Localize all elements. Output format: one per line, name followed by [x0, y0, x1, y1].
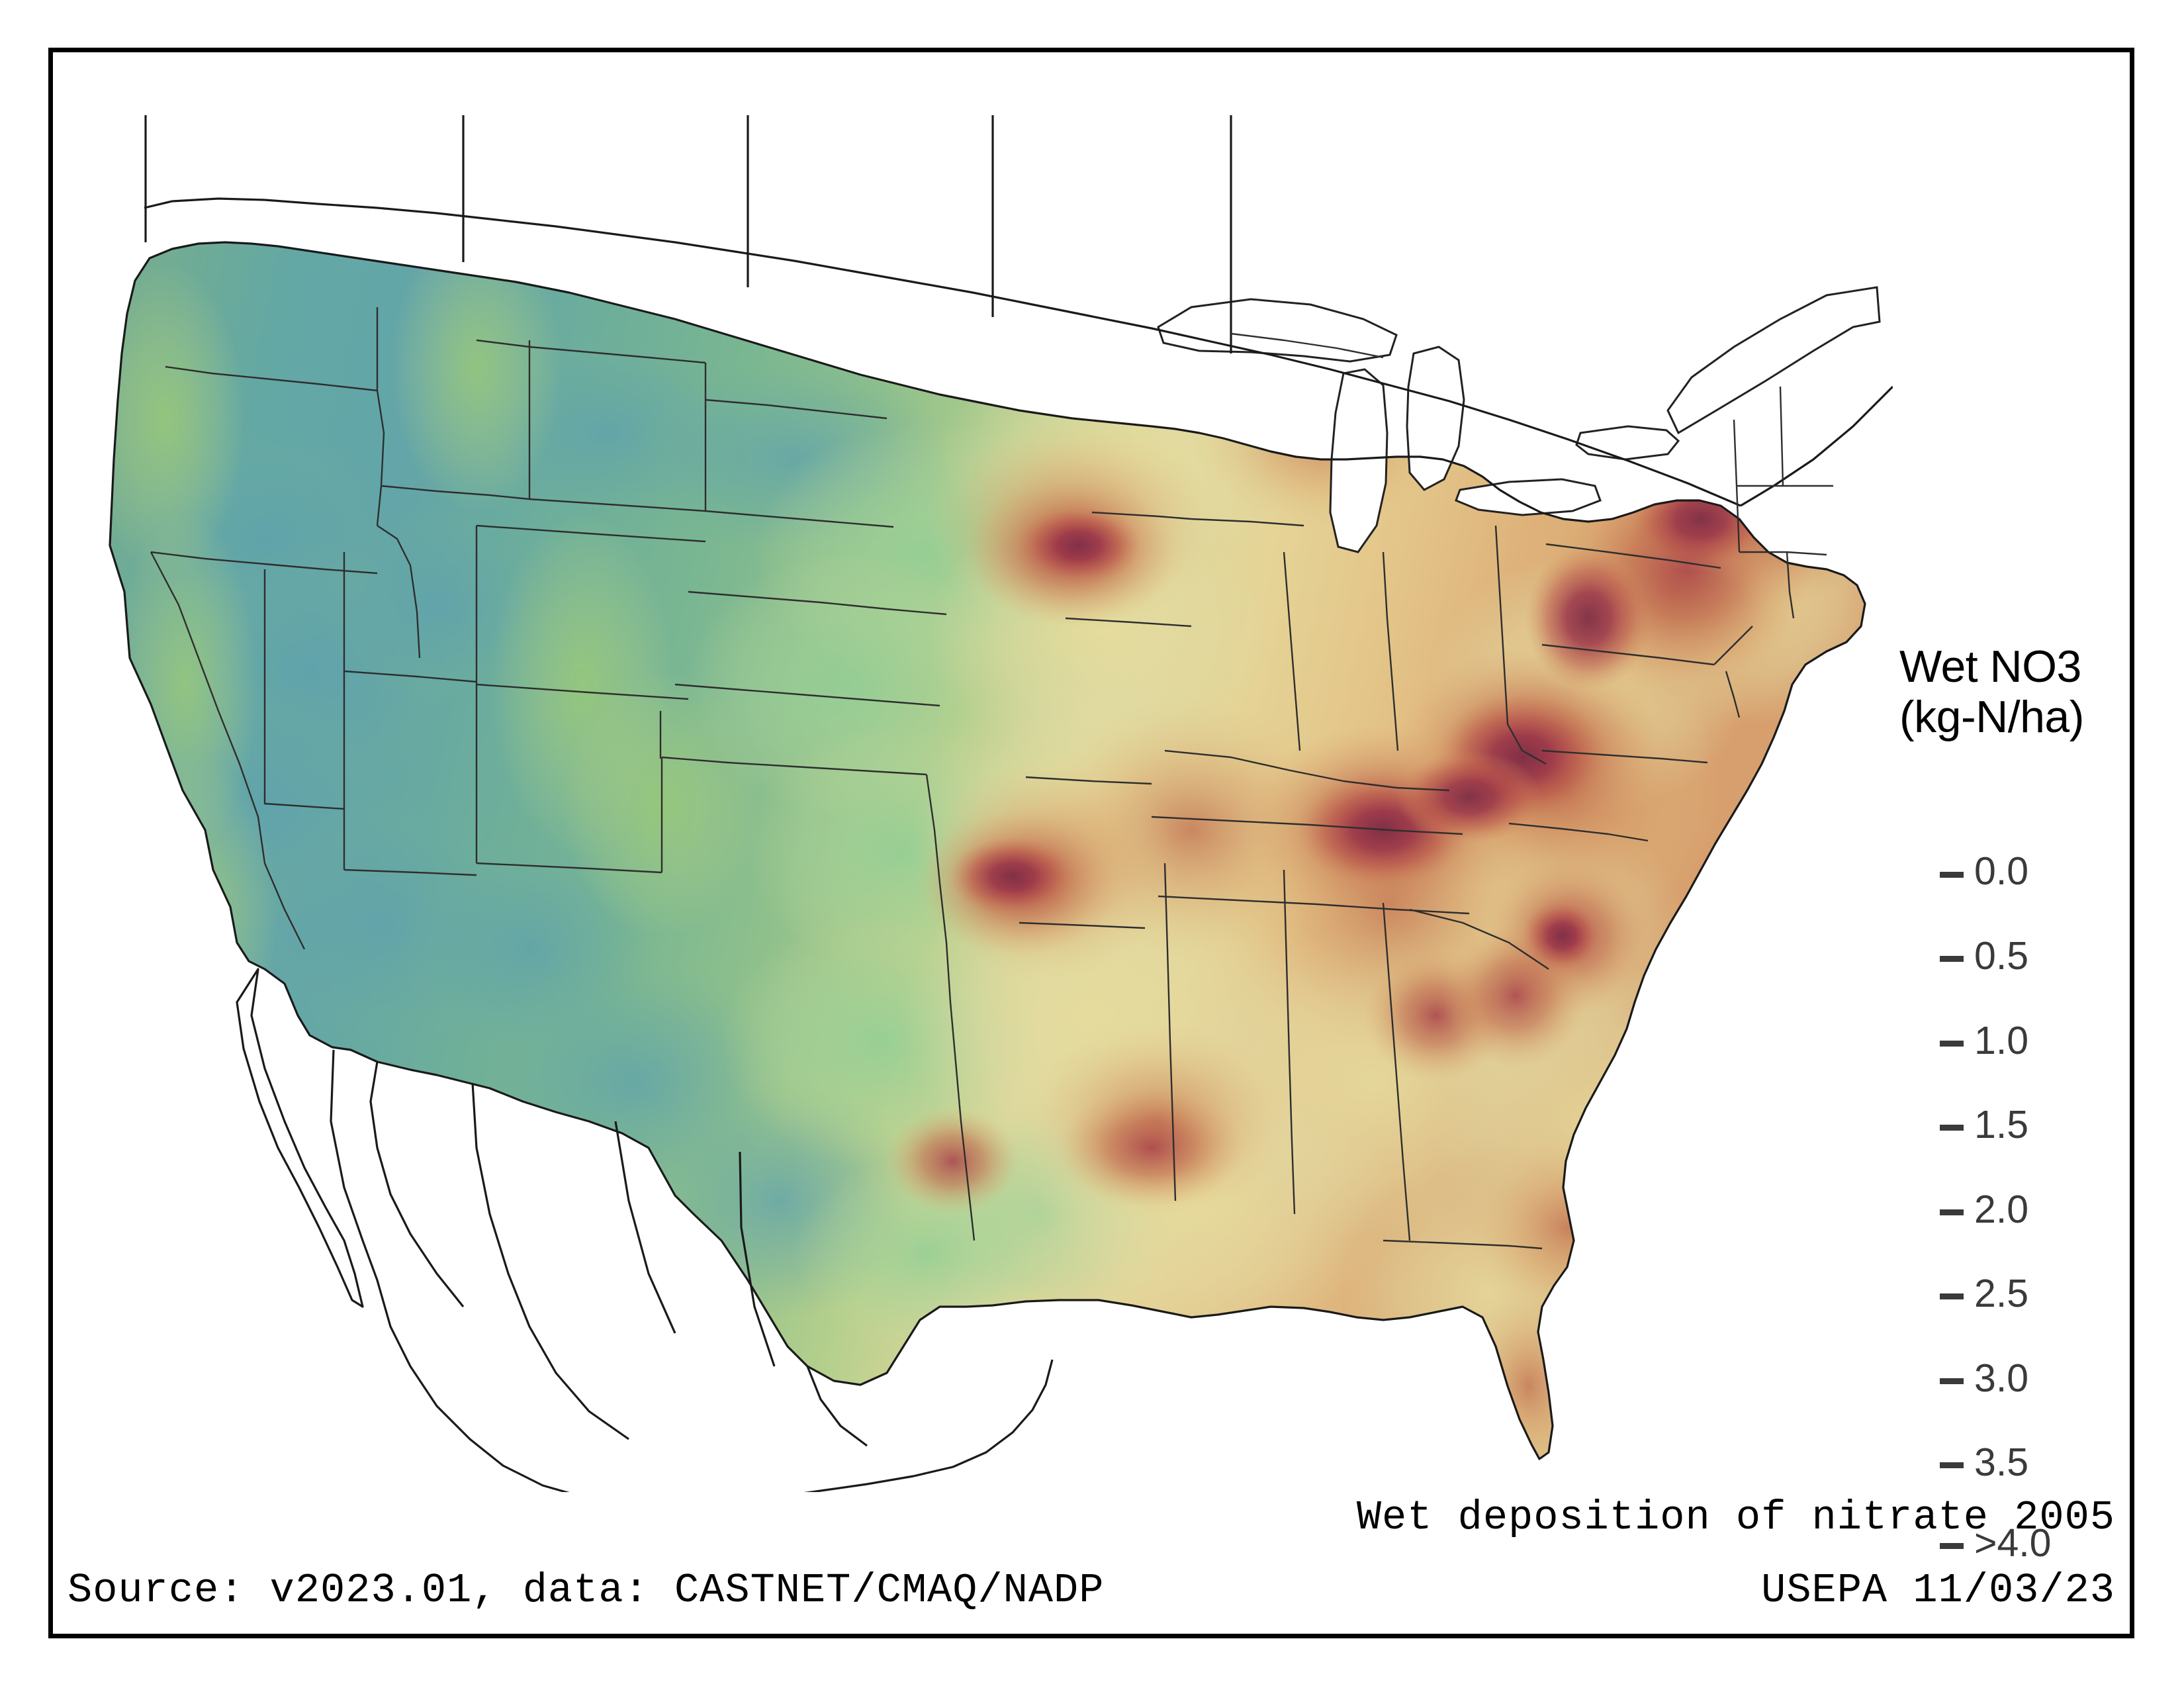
colorbar-label-8: >4.0: [1974, 1521, 2052, 1565]
deposition-raster: [110, 242, 1865, 1459]
legend-title: Wet NO3 (kg-N/ha): [1899, 641, 2124, 742]
colorbar-label-1: 0.5: [1974, 934, 2029, 978]
colorbar-tick-0: [1940, 872, 1964, 878]
colorbar-label-0: 0.0: [1974, 849, 2029, 893]
national-borders: [109, 115, 1893, 1492]
colorbar-label-3: 1.5: [1974, 1103, 2029, 1147]
colorbar-tick-6: [1940, 1378, 1964, 1384]
map-panel: [66, 89, 1893, 1492]
colorbar-legend: Wet NO3 (kg-N/ha) 0.0 0.5 1.0 1.5 2.0 2.…: [1843, 641, 2124, 1563]
colorbar-tick-8: [1940, 1543, 1964, 1549]
colorbar-tick-7: [1940, 1462, 1964, 1468]
colorbar-label-4: 2.0: [1974, 1188, 2029, 1231]
colorbar-label-6: 3.0: [1974, 1356, 2029, 1400]
colorbar-label-2: 1.0: [1974, 1019, 2029, 1062]
agency-caption: USEPA 11/03/23: [1761, 1567, 2115, 1614]
colorbar-tick-1: [1940, 956, 1964, 962]
colorbar-gradient: [1900, 872, 1940, 1547]
legend-title-line2: (kg-N/ha): [1899, 692, 2084, 742]
deposition-map: [109, 115, 1893, 1492]
colorbar-label-7: 3.5: [1974, 1440, 2029, 1484]
colorbar-tick-5: [1940, 1293, 1964, 1299]
figure-caption: Wet deposition of nitrate 2005: [1356, 1494, 2115, 1541]
colorbar-label-5: 2.5: [1974, 1272, 2029, 1315]
colorbar-tick-2: [1940, 1041, 1964, 1047]
legend-title-line1: Wet NO3: [1899, 641, 2081, 692]
colorbar-tick-3: [1940, 1125, 1964, 1131]
great-lakes: [1157, 286, 1881, 553]
colorbar-tick-4: [1940, 1209, 1964, 1215]
figure-frame: Wet NO3 (kg-N/ha) 0.0 0.5 1.0 1.5 2.0 2.…: [48, 48, 2134, 1638]
state-boundaries: [150, 307, 1833, 1250]
source-caption: Source: v2023.01, data: CASTNET/CMAQ/NAD…: [68, 1567, 1105, 1614]
